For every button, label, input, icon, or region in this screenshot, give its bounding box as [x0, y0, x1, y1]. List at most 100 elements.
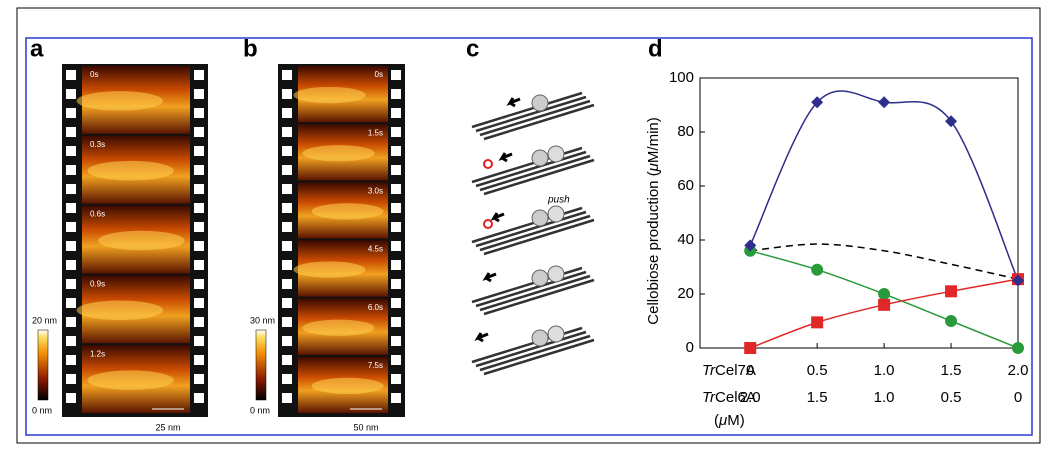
- frame-time: 3.0s: [368, 186, 383, 195]
- sprocket: [66, 355, 76, 365]
- afm-feature: [303, 145, 375, 161]
- afm-feature: [87, 161, 173, 181]
- cellulose-chain: [472, 93, 582, 127]
- arrow: [478, 333, 488, 341]
- x-row-prefix: Tr: [702, 362, 716, 379]
- frame-time: 6.0s: [368, 303, 383, 312]
- x-tick-label-secondary: 2.0: [740, 389, 761, 406]
- sprocket: [194, 355, 204, 365]
- x-unit-part: M): [727, 412, 745, 429]
- cellulose-chain: [476, 272, 586, 306]
- sprocket: [66, 165, 76, 175]
- colorbar-max: 20 nm: [32, 315, 57, 325]
- sprocket: [282, 393, 292, 403]
- sprocket: [282, 241, 292, 251]
- sprocket: [66, 336, 76, 346]
- cellulase-diagram: [472, 93, 594, 374]
- sprocket: [391, 127, 401, 137]
- sprocket: [282, 165, 292, 175]
- sprocket: [66, 298, 76, 308]
- sprocket: [194, 108, 204, 118]
- cellulose-chain: [472, 148, 582, 182]
- frame-time: 0s: [375, 70, 383, 79]
- cellulose-chain: [472, 208, 582, 242]
- frame-time: 4.5s: [368, 245, 383, 254]
- sprocket: [391, 298, 401, 308]
- y-tick-label: 80: [677, 123, 694, 140]
- frame-time: 0.3s: [90, 140, 105, 149]
- sprocket: [391, 317, 401, 327]
- sprocket: [66, 317, 76, 327]
- colorbar: [38, 330, 48, 400]
- y-tick-label: 60: [677, 177, 694, 194]
- scale-label: 50 nm: [353, 422, 378, 432]
- x-row-prefix: Tr: [702, 389, 716, 406]
- afm-feature: [77, 91, 163, 111]
- sprocket: [194, 298, 204, 308]
- x-tick-label: 0.5: [807, 362, 828, 379]
- sprocket: [66, 89, 76, 99]
- enzyme: [532, 95, 548, 111]
- sprocket: [66, 70, 76, 80]
- arrow: [494, 213, 504, 221]
- sprocket: [391, 165, 401, 175]
- x-tick-label-secondary: 0: [1014, 389, 1022, 406]
- x-unit-part: μ: [718, 412, 727, 429]
- sprocket: [194, 222, 204, 232]
- sprocket: [194, 241, 204, 251]
- plot-area: [700, 78, 1018, 348]
- panel-label: a: [30, 35, 44, 62]
- frame-time: 1.2s: [90, 349, 105, 358]
- sprocket: [66, 222, 76, 232]
- sprocket: [282, 89, 292, 99]
- x-tick-label-secondary: 1.0: [874, 389, 895, 406]
- afm-feature: [98, 231, 184, 251]
- marker: [744, 342, 756, 354]
- annotation: push: [547, 195, 570, 206]
- frame-time: 7.5s: [368, 361, 383, 370]
- sprocket: [391, 374, 401, 384]
- marker: [878, 288, 890, 300]
- colorbar-max: 30 nm: [250, 315, 275, 325]
- sprocket: [66, 279, 76, 289]
- sprocket: [282, 184, 292, 194]
- afm-feature: [77, 301, 163, 321]
- sprocket: [66, 127, 76, 137]
- sprocket: [194, 393, 204, 403]
- sprocket: [282, 70, 292, 80]
- x-tick-label-secondary: 0.5: [941, 389, 962, 406]
- sprocket: [282, 355, 292, 365]
- x-tick-label: 2.0: [1008, 362, 1029, 379]
- enzyme: [548, 266, 564, 282]
- sprocket: [391, 146, 401, 156]
- y-tick-label: 0: [686, 339, 694, 356]
- colorbar-min: 0 nm: [250, 405, 270, 415]
- sprocket: [391, 203, 401, 213]
- arrow: [510, 98, 520, 106]
- sprocket: [194, 70, 204, 80]
- sprocket: [66, 146, 76, 156]
- y-axis-label-part: Cellobiose production (: [645, 171, 662, 324]
- frame-time: 0.6s: [90, 210, 105, 219]
- blocked-enzyme: [484, 160, 492, 168]
- sprocket: [194, 336, 204, 346]
- blocked-enzyme: [484, 220, 492, 228]
- sprocket: [194, 184, 204, 194]
- cellulose-chain: [472, 328, 582, 362]
- sprocket: [282, 203, 292, 213]
- sprocket: [282, 127, 292, 137]
- sprocket: [391, 393, 401, 403]
- enzyme: [548, 326, 564, 342]
- sprocket: [66, 184, 76, 194]
- frame-time: 0.9s: [90, 280, 105, 289]
- sprocket: [391, 260, 401, 270]
- sprocket: [194, 317, 204, 327]
- afm-feature: [294, 261, 366, 277]
- marker: [878, 299, 890, 311]
- figure: a b c d push 0s0.3s0.6s0.9s1.2s25 nm0s1.…: [0, 0, 1052, 451]
- sprocket: [391, 355, 401, 365]
- sprocket: [282, 279, 292, 289]
- sprocket: [66, 374, 76, 384]
- scale-label: 25 nm: [155, 422, 180, 432]
- colorbar-min: 0 nm: [32, 405, 52, 415]
